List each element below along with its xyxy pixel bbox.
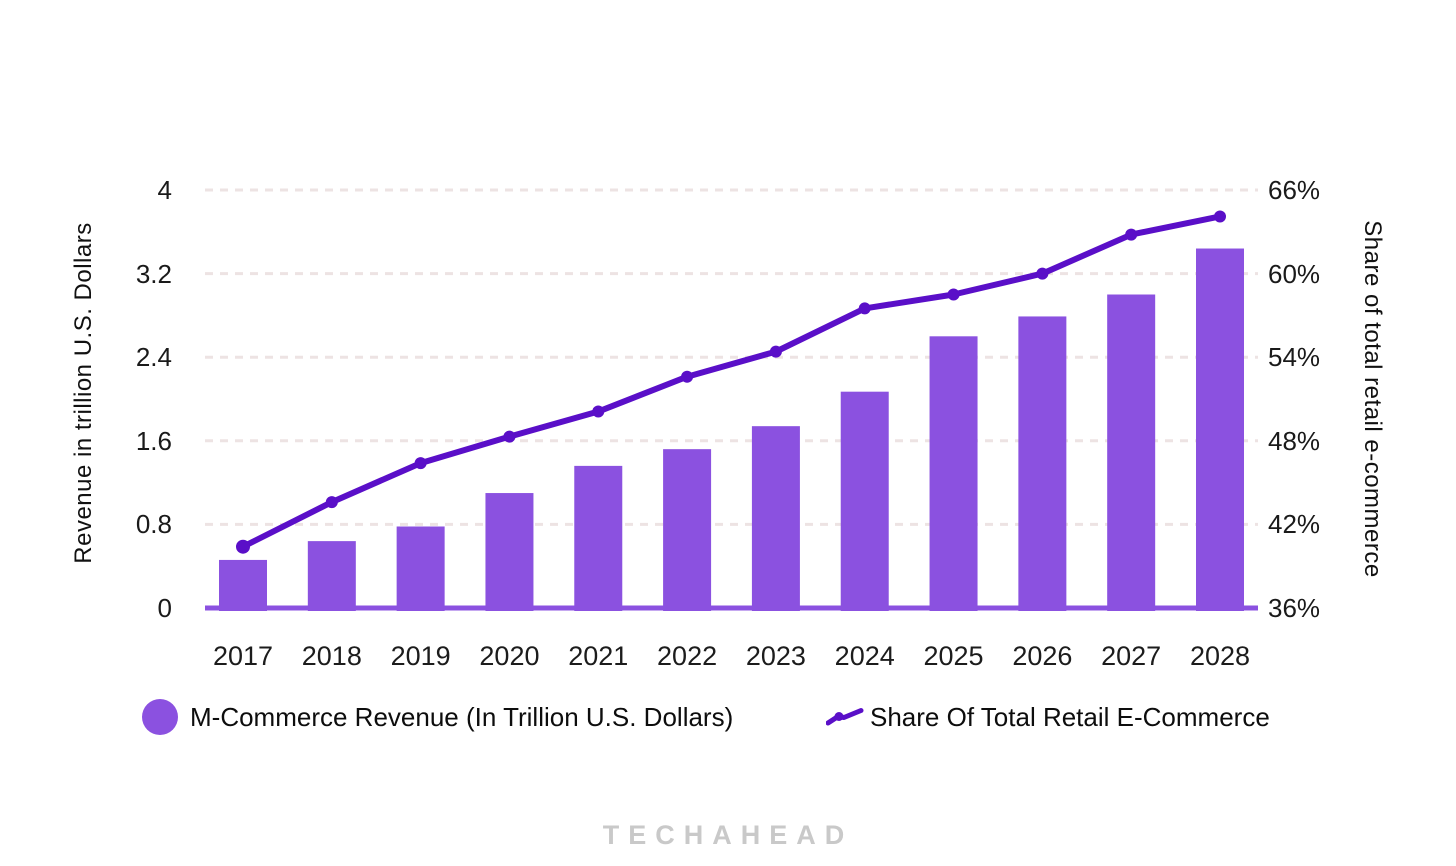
right-tick-48%: 48%	[1268, 425, 1321, 456]
share-point-2021	[592, 405, 605, 418]
revenue-bar-2023	[751, 426, 800, 611]
revenue-legend-circle-icon	[142, 699, 178, 735]
left-tick-1.6: 1.6	[135, 425, 172, 456]
share-point-2028	[1214, 210, 1226, 223]
x-label-2019: 2019	[390, 641, 451, 671]
share-point-2017	[236, 539, 250, 554]
right-tick-66%: 66%	[1268, 175, 1321, 205]
x-label-2025: 2025	[923, 641, 984, 671]
share-legend-line-icon	[826, 708, 864, 726]
x-label-2020: 2020	[479, 641, 540, 671]
x-label-2027: 2027	[1101, 641, 1162, 671]
share-point-2027	[1125, 228, 1138, 241]
revenue-bar-2025	[929, 336, 978, 611]
left-tick-2.4: 2.4	[135, 342, 172, 373]
left-tick-3.2: 3.2	[135, 258, 172, 289]
legend-item-share: Share Of Total Retail E-Commerce	[826, 698, 1270, 736]
revenue-bar-2018	[307, 541, 356, 611]
x-label-2018: 2018	[301, 641, 362, 671]
share-point-2020	[503, 430, 516, 443]
revenue-legend-label: M-Commerce Revenue (In Trillion U.S. Dol…	[190, 701, 734, 732]
x-label-2022: 2022	[657, 641, 718, 671]
right-tick-42%: 42%	[1268, 509, 1321, 540]
plot-area	[205, 188, 1258, 611]
left-tick-0: 0	[157, 593, 172, 623]
revenue-bar-2021	[574, 465, 623, 611]
share-legend-label: Share Of Total Retail E-Commerce	[870, 701, 1270, 732]
right-tick-60%: 60%	[1268, 258, 1321, 289]
revenue-bar-2028	[1196, 248, 1244, 611]
share-point-2024	[858, 302, 871, 315]
left-tick-4: 4	[157, 175, 172, 205]
revenue-bar-2022	[663, 449, 712, 611]
x-label-2023: 2023	[745, 641, 806, 671]
revenue-bar-2019	[396, 526, 445, 611]
x-axis-baseline	[205, 605, 1258, 611]
revenue-bar-2024	[840, 391, 889, 611]
brand-logo: TECHAHEAD	[602, 820, 854, 850]
share-line	[240, 213, 1223, 550]
share-point-2023	[769, 345, 782, 358]
combo-chart-svg	[205, 188, 1258, 611]
share-point-2025	[947, 288, 960, 301]
share-point-2026	[1036, 267, 1049, 280]
revenue-bar-2020	[485, 493, 534, 611]
right-tick-36%: 36%	[1268, 593, 1321, 623]
revenue-bar-2017	[219, 559, 267, 611]
share-point-2019	[414, 457, 427, 470]
share-point-2022	[681, 370, 694, 383]
x-label-2026: 2026	[1012, 641, 1073, 671]
left-tick-0.8: 0.8	[135, 509, 172, 540]
right-tick-54%: 54%	[1268, 342, 1321, 373]
x-label-2028: 2028	[1189, 641, 1251, 671]
share-point-2018	[325, 496, 338, 509]
x-label-2017: 2017	[212, 641, 274, 671]
legend-item-revenue: M-Commerce Revenue (In Trillion U.S. Dol…	[142, 698, 733, 736]
x-label-2024: 2024	[834, 641, 895, 671]
revenue-bar-2027	[1107, 294, 1156, 611]
x-label-2021: 2021	[568, 641, 629, 671]
revenue-bar-2026	[1018, 316, 1067, 611]
